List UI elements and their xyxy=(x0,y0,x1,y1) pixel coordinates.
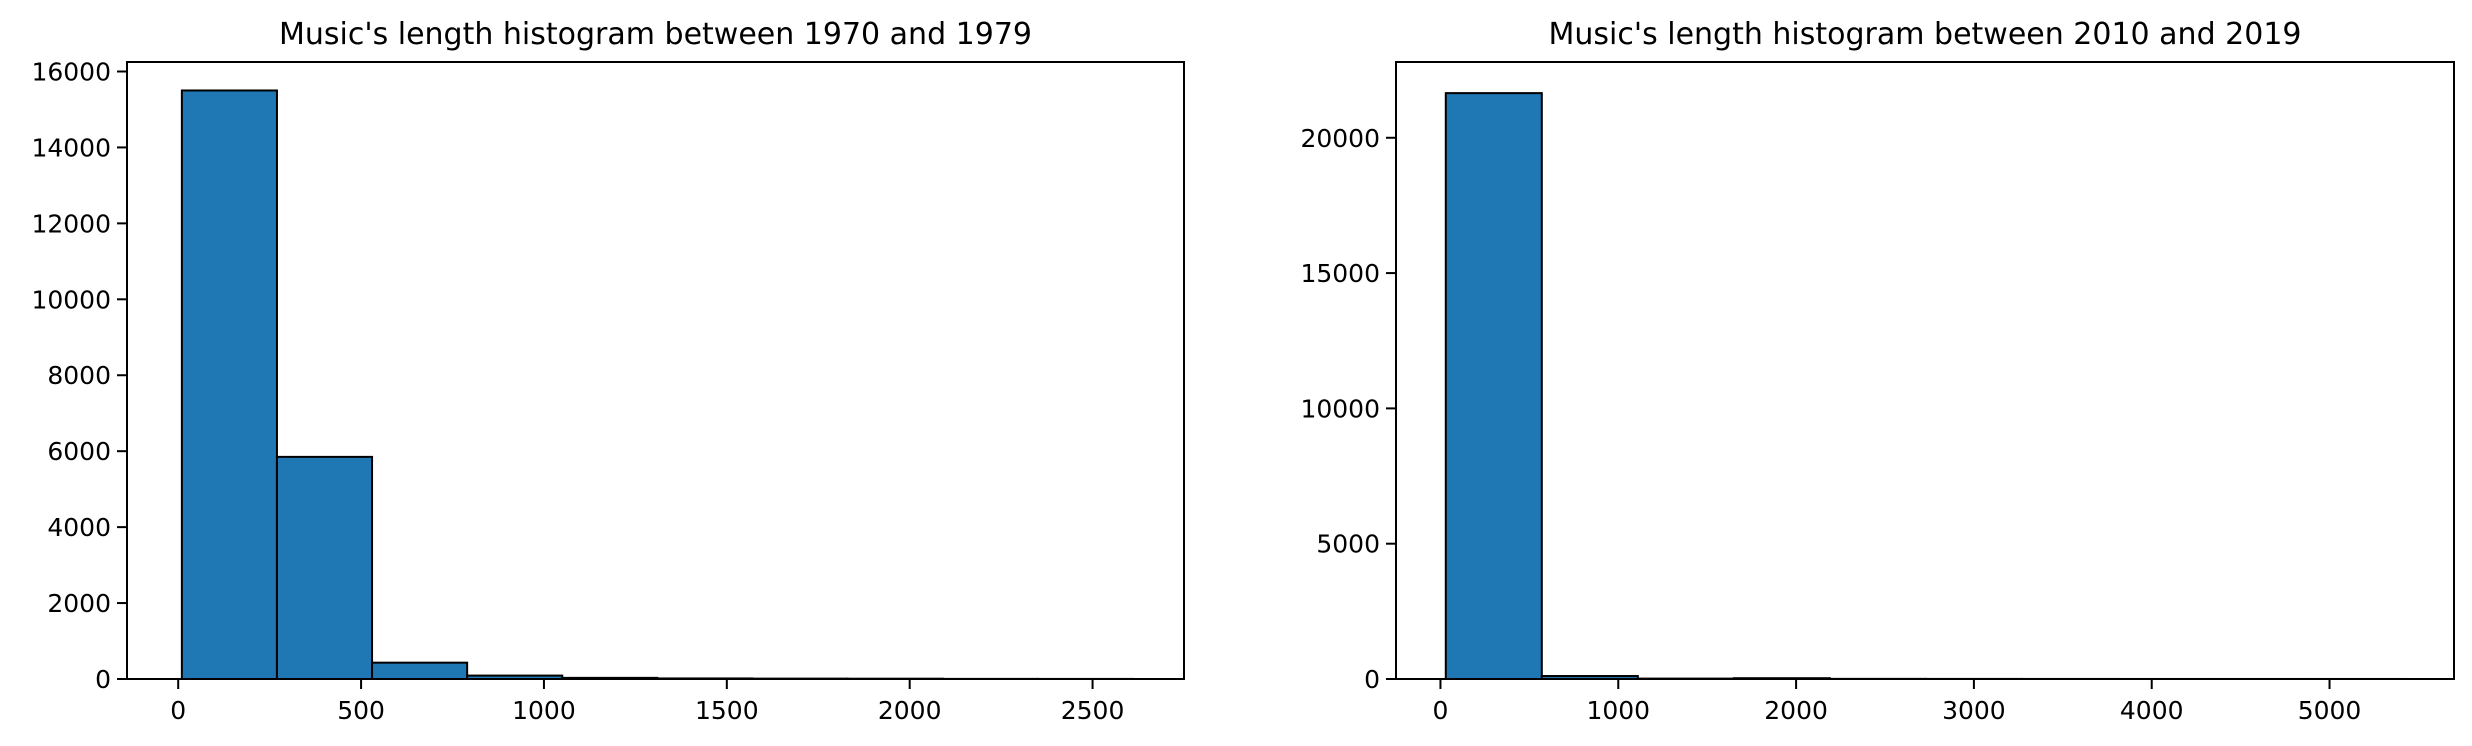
y-tick-label: 5000 xyxy=(1316,530,1380,559)
x-tick-label: 2000 xyxy=(1764,696,1828,725)
x-tick-label: 0 xyxy=(1433,696,1449,725)
histogram-bar xyxy=(371,661,469,680)
x-tick-label: 1000 xyxy=(512,696,576,725)
x-tick-label: 500 xyxy=(337,696,385,725)
axes-frame xyxy=(126,61,1185,680)
x-axis: 0 1000 2000 3000 4000 5000 xyxy=(1433,679,2362,725)
y-axis: 0 5000 10000 15000 20000 xyxy=(1300,124,1396,694)
x-tick-label: 4000 xyxy=(2120,696,2184,725)
y-tick-label: 0 xyxy=(1364,665,1380,694)
histogram-bar xyxy=(1444,92,1543,681)
y-tick-label: 20000 xyxy=(1300,124,1380,153)
y-tick-label: 2000 xyxy=(47,589,111,618)
histogram-1970-1979: Music's length histogram between 1970 an… xyxy=(31,17,1185,725)
x-tick-label: 0 xyxy=(170,696,186,725)
y-tick-label: 4000 xyxy=(47,513,111,542)
x-tick-label: 5000 xyxy=(2298,696,2362,725)
y-tick-label: 8000 xyxy=(47,361,111,390)
x-tick-label: 1500 xyxy=(695,696,759,725)
y-tick-label: 12000 xyxy=(31,209,111,238)
axes-frame xyxy=(1395,61,2455,680)
histogram-bar xyxy=(275,455,374,680)
y-tick-label: 14000 xyxy=(31,133,111,162)
y-tick-label: 15000 xyxy=(1300,259,1380,288)
y-tick-label: 16000 xyxy=(31,57,111,86)
chart-title: Music's length histogram between 1970 an… xyxy=(279,17,1032,52)
x-tick-label: 2500 xyxy=(1061,696,1125,725)
y-tick-label: 0 xyxy=(95,665,111,694)
histogram-bar xyxy=(180,89,278,680)
y-axis: 0 2000 4000 6000 8000 10000 12000 14000 16000 xyxy=(31,57,127,694)
y-tick-label: 10000 xyxy=(1300,394,1380,423)
bars xyxy=(1444,92,2407,681)
x-tick-label: 3000 xyxy=(1942,696,2006,725)
y-tick-label: 10000 xyxy=(31,285,111,314)
y-tick-label: 6000 xyxy=(47,437,111,466)
bars xyxy=(180,89,1134,681)
x-tick-label: 1000 xyxy=(1586,696,1650,725)
x-tick-label: 2000 xyxy=(878,696,942,725)
histogram-2010-2019: Music's length histogram between 2010 an… xyxy=(1300,17,2455,725)
chart-title: Music's length histogram between 2010 an… xyxy=(1548,17,2301,52)
x-axis: 0 500 1000 1500 2000 2500 xyxy=(170,679,1124,725)
